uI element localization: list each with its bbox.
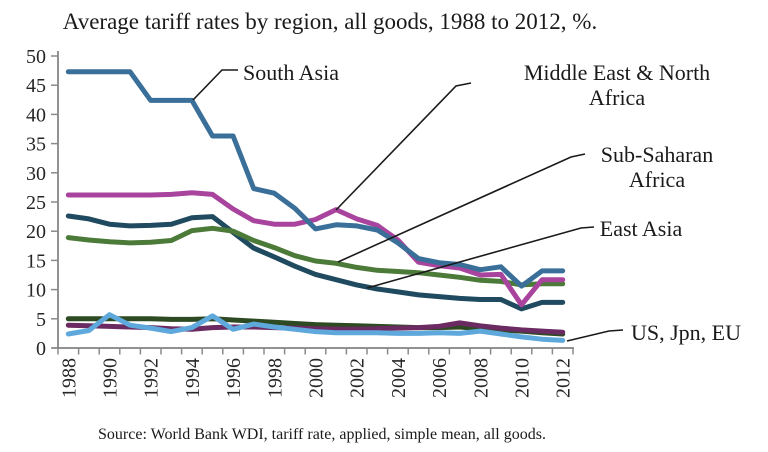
x-tick-label: 1990 <box>100 358 122 398</box>
x-tick-label: 2002 <box>347 358 369 398</box>
series-label-annotations: South Asia Middle East & NorthAfricaSub-S… <box>192 60 741 345</box>
chart-title: Average tariff rates by region, all good… <box>63 9 597 34</box>
x-tick-label-group: 1996 <box>223 358 245 398</box>
x-axis-tick-labels: 1988 1990 1992 1994 1996 1998 2000 2002 2004 2006… <box>58 358 574 398</box>
series-line-south-asia <box>65 69 566 289</box>
y-tick-label: 5 <box>36 309 46 331</box>
series-label-ssa: Africa <box>629 167 685 192</box>
x-tick-label: 2004 <box>388 358 410 398</box>
series-label-south_asia: South Asia <box>243 60 339 85</box>
series-lines <box>65 69 566 343</box>
y-axis-tick-labels: 0 5 10 15 20 25 30 35 40 45 50 <box>26 46 46 360</box>
x-tick-label-group: 2008 <box>470 358 492 398</box>
x-tick-label-group: 2004 <box>388 358 410 398</box>
x-tick-label-group: 2012 <box>553 358 575 398</box>
y-tick-label: 15 <box>26 250 46 272</box>
x-tick-label: 2008 <box>470 358 492 398</box>
series-label-us_jpn_eu: US, Jpn, EU <box>631 320 741 345</box>
leader-line-south_asia <box>192 69 238 101</box>
x-tick-label: 1992 <box>141 358 163 398</box>
leader-line-east_asia <box>366 226 595 289</box>
series-line-sub-saharan-africa <box>65 225 566 288</box>
x-tick-label-group: 1988 <box>58 358 80 398</box>
x-tick-label: 1988 <box>58 358 80 398</box>
x-tick-label-group: 1990 <box>100 358 122 398</box>
series-label-mena: Africa <box>589 85 645 110</box>
series-line-east-asia <box>65 213 566 312</box>
axes <box>51 51 574 355</box>
y-tick-label: 0 <box>36 338 46 360</box>
leader-line-ssa <box>337 153 586 263</box>
x-tick-label-group: 1994 <box>182 358 204 398</box>
source-note: Source: World Bank WDI, tariff rate, app… <box>98 426 546 443</box>
x-tick-label-group: 1992 <box>141 358 163 398</box>
x-tick-label-group: 2006 <box>429 358 451 398</box>
y-tick-label: 35 <box>26 134 46 156</box>
leader-line-us_jpn_eu <box>566 329 624 342</box>
x-tick-label: 1994 <box>182 358 204 398</box>
x-tick-label: 2012 <box>553 358 575 398</box>
x-tick-label-group: 2010 <box>512 358 534 398</box>
series-line-middle-east-north-africa <box>65 190 566 308</box>
x-tick-label: 2010 <box>512 358 534 398</box>
x-tick-label-group: 2000 <box>306 358 328 398</box>
y-tick-label: 10 <box>26 280 46 302</box>
series-label-ssa: Sub-Saharan <box>601 142 713 167</box>
y-tick-label: 25 <box>26 192 46 214</box>
x-tick-label: 1996 <box>223 358 245 398</box>
x-tick-label-group: 2002 <box>347 358 369 398</box>
series-label-east_asia: East Asia <box>600 216 683 241</box>
x-tick-label: 2000 <box>306 358 328 398</box>
y-tick-label: 20 <box>26 221 46 243</box>
series-line-us-jpn-eu-line-c-light-blue <box>65 312 566 343</box>
x-tick-label: 2006 <box>429 358 451 398</box>
y-tick-label: 45 <box>26 75 46 97</box>
leader-line-mena <box>335 82 472 211</box>
y-tick-label: 50 <box>26 46 46 68</box>
y-tick-label: 40 <box>26 104 46 126</box>
y-tick-label: 30 <box>26 163 46 185</box>
x-tick-label-group: 1998 <box>264 358 286 398</box>
series-label-mena: Middle East & North <box>524 60 710 85</box>
x-tick-label: 1998 <box>264 358 286 398</box>
